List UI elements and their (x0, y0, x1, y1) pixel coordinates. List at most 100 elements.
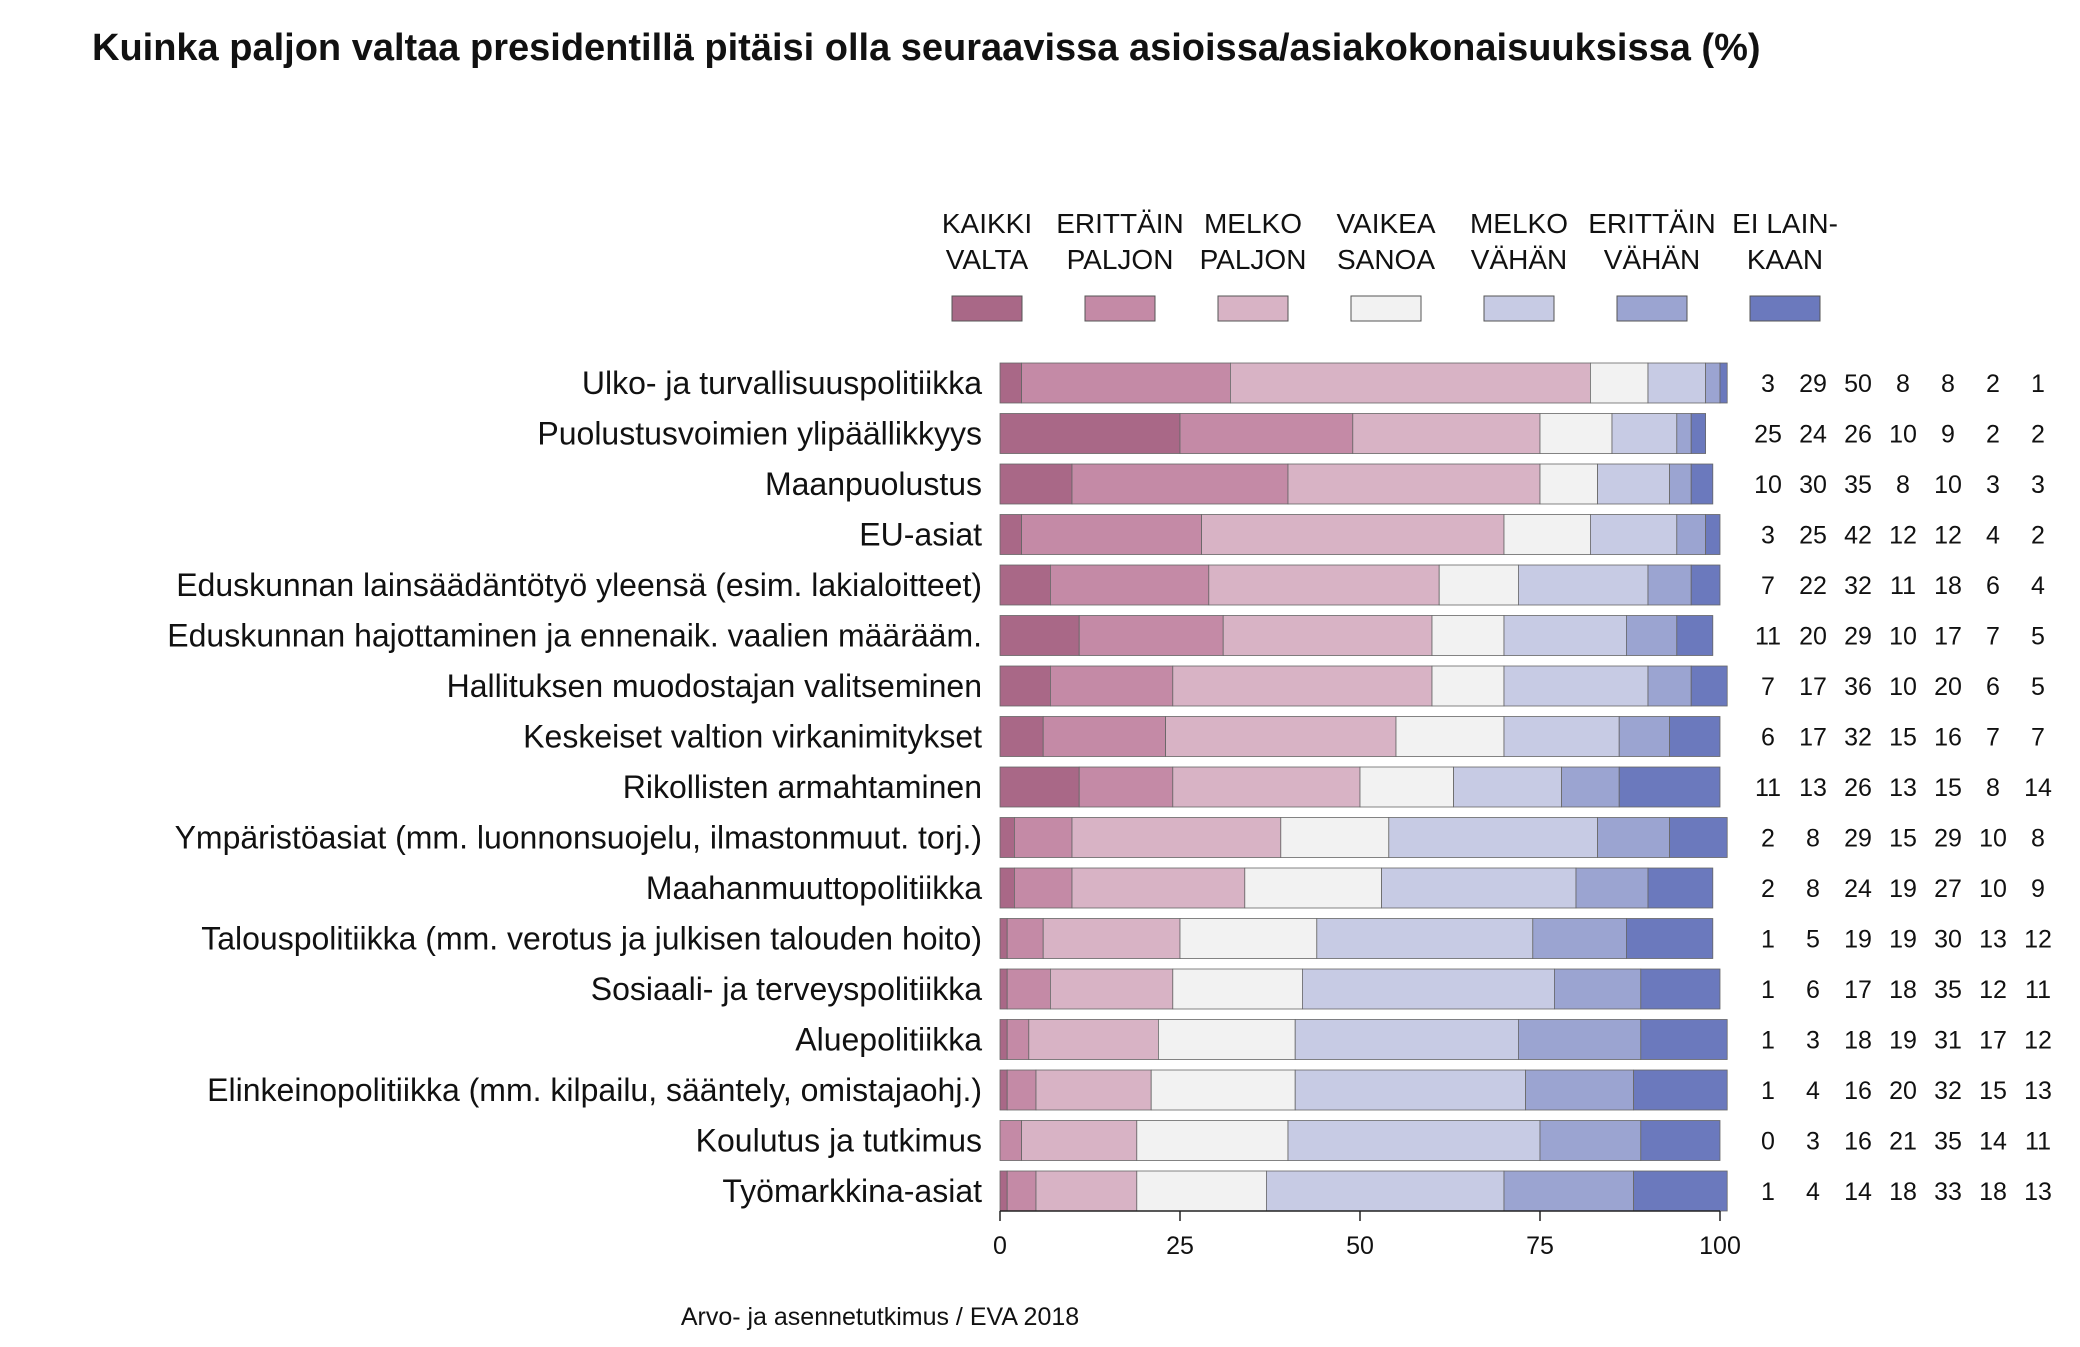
data-label: 15 (1934, 774, 1962, 802)
data-label: 12 (2024, 1027, 2052, 1055)
data-label: 11 (2025, 976, 2051, 1004)
bar-segment (999, 867, 1015, 909)
data-label: 7 (1986, 623, 2000, 651)
data-label: 17 (1799, 724, 1827, 752)
bar-segment (1705, 362, 1721, 404)
data-label: 13 (1799, 774, 1827, 802)
data-label: 3 (1986, 471, 2000, 499)
data-label: 8 (1806, 825, 1820, 853)
data-label: 26 (1844, 774, 1872, 802)
data-label: 2 (1761, 875, 1775, 903)
bar-segment (1395, 716, 1505, 757)
legend-label: PALJON (1200, 244, 1307, 275)
bar-segment (1158, 1019, 1296, 1060)
bar-segment (999, 1120, 1023, 1161)
bar-segment (1222, 615, 1433, 656)
bar-segment (1035, 1069, 1152, 1111)
bar-segment (1525, 1069, 1634, 1111)
data-label: 7 (1761, 572, 1775, 600)
bar-segment (1438, 564, 1519, 606)
category-label: Puolustusvoimien ylipäällikkyys (537, 416, 982, 452)
data-label: 13 (2024, 1178, 2052, 1206)
bar-segment (1230, 362, 1591, 404)
category-label: Sosiaali- ja terveyspolitiikka (591, 971, 982, 1007)
data-label: 8 (1986, 774, 2000, 802)
bar-segment (1078, 615, 1224, 656)
data-label: 27 (1934, 875, 1962, 903)
data-label: 8 (1941, 370, 1955, 398)
bar-segment (1172, 665, 1433, 707)
bar-segment (1165, 716, 1397, 757)
data-label: 32 (1934, 1077, 1962, 1105)
category-label: Eduskunnan lainsäädäntötyö yleensä (esim… (176, 567, 982, 603)
legend-label: MELKO (1204, 208, 1302, 239)
data-label: 10 (1934, 471, 1962, 499)
bar-segment (1597, 817, 1670, 858)
bar-segment (1597, 463, 1670, 505)
data-label: 4 (1806, 1178, 1820, 1206)
data-label: 30 (1934, 926, 1962, 954)
data-label: 3 (1806, 1128, 1820, 1156)
bar-segment (1381, 867, 1577, 909)
chart-source: Arvo- ja asennetutkimus / EVA 2018 (681, 1303, 1079, 1331)
bar-segment (1071, 867, 1246, 909)
bar-segment (1006, 1170, 1037, 1212)
data-label: 35 (1934, 1128, 1962, 1156)
data-label: 1 (1761, 976, 1775, 1004)
data-label: 29 (1799, 370, 1827, 398)
bar-segment (1150, 1069, 1296, 1111)
data-label: 2 (1986, 370, 2000, 398)
bar-segment (1705, 514, 1721, 555)
category-label: Hallituksen muodostajan valitseminen (447, 668, 982, 704)
legend-label: ERITTÄIN (1588, 208, 1716, 239)
data-label: 18 (1979, 1178, 2007, 1206)
bar-segment (999, 1069, 1008, 1111)
bar-segment (1676, 615, 1714, 656)
data-label: 5 (2031, 673, 2045, 701)
data-label: 50 (1844, 370, 1872, 398)
data-label: 8 (2031, 825, 2045, 853)
data-label: 29 (1934, 825, 1962, 853)
bar-segment (1078, 766, 1174, 808)
bar-segment (1719, 362, 1728, 404)
bar-segment (1669, 463, 1692, 505)
data-label: 16 (1934, 724, 1962, 752)
data-label: 19 (1889, 926, 1917, 954)
data-label: 17 (1799, 673, 1827, 701)
bar-segment (1633, 1170, 1728, 1212)
bar-segment (1042, 716, 1166, 757)
bar-segment (1503, 1170, 1635, 1212)
data-label: 24 (1844, 875, 1872, 903)
data-label: 3 (2031, 471, 2045, 499)
data-label: 10 (1979, 825, 2007, 853)
bar-segment (999, 413, 1181, 454)
data-label: 1 (2031, 370, 2045, 398)
bar-segment (1006, 918, 1044, 959)
data-label: 29 (1844, 825, 1872, 853)
data-label: 18 (1889, 976, 1917, 1004)
bar-segment (1021, 362, 1231, 404)
legend-swatch (1483, 295, 1555, 322)
data-label: 12 (1979, 976, 2007, 1004)
bar-segment (999, 514, 1023, 555)
bar-segment (1244, 867, 1383, 909)
category-label: Ympäristöasiat (mm. luonnonsuojelu, ilma… (175, 820, 982, 856)
bar-segment (1640, 1019, 1728, 1060)
category-label: Maanpuolustus (765, 466, 982, 502)
bar-segment (999, 1170, 1008, 1212)
legend-swatch (951, 295, 1023, 322)
data-label: 14 (1979, 1128, 2007, 1156)
data-label: 31 (1934, 1027, 1962, 1055)
bar-segment (1503, 514, 1591, 555)
bar-segment (1050, 564, 1210, 606)
bar-segment (1590, 514, 1678, 555)
data-label: 17 (1934, 623, 1962, 651)
data-label: 12 (1934, 522, 1962, 550)
bar-segment (1352, 413, 1541, 454)
legend-swatch (1084, 295, 1156, 322)
bar-segment (1294, 1069, 1526, 1111)
data-label: 35 (1934, 976, 1962, 1004)
data-label: 15 (1889, 724, 1917, 752)
data-label: 6 (1806, 976, 1820, 1004)
category-label: Rikollisten armahtaminen (623, 769, 982, 805)
